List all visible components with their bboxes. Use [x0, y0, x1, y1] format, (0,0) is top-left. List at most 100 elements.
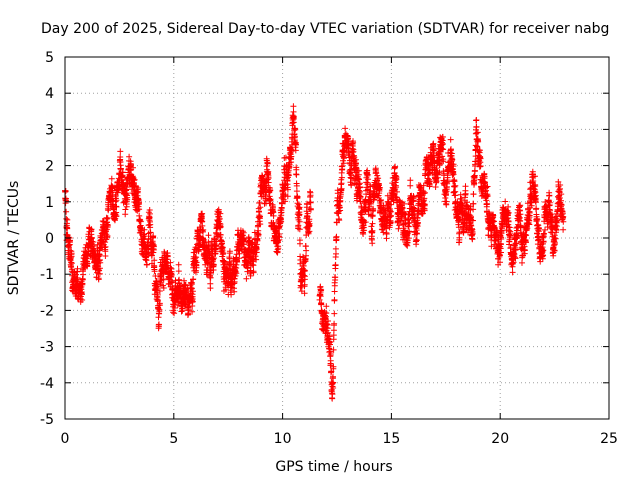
data-point	[353, 164, 360, 171]
data-point	[119, 169, 126, 176]
data-point	[259, 174, 266, 180]
data-point	[296, 226, 303, 233]
data-point	[302, 267, 308, 274]
data-point	[285, 172, 292, 179]
data-point	[109, 185, 116, 192]
data-point	[143, 261, 150, 268]
data-point	[333, 233, 340, 240]
data-point	[151, 257, 158, 264]
data-point	[217, 210, 224, 217]
data-point	[288, 153, 295, 160]
x-tick-label: 15	[382, 431, 400, 447]
data-point	[368, 223, 375, 230]
data-point	[407, 182, 414, 189]
data-point	[362, 219, 369, 226]
data-point	[102, 243, 109, 250]
data-point	[117, 165, 124, 172]
data-point	[301, 290, 308, 297]
data-point	[333, 250, 339, 257]
data-point	[68, 259, 75, 266]
data-point	[137, 218, 144, 225]
data-point	[288, 148, 295, 155]
data-point	[190, 276, 197, 283]
data-point	[135, 185, 141, 191]
data-point	[145, 250, 152, 257]
data-point	[462, 190, 469, 197]
data-point	[336, 217, 343, 224]
data-point	[97, 265, 103, 272]
data-point	[327, 341, 333, 348]
data-point	[295, 222, 302, 229]
y-tick-label: -5	[40, 412, 54, 428]
data-point	[276, 234, 283, 241]
data-point	[304, 210, 311, 217]
data-point	[339, 163, 346, 169]
data-point	[150, 243, 157, 250]
data-point	[306, 220, 313, 227]
data-point	[79, 276, 86, 283]
data-point	[357, 184, 364, 190]
data-point	[331, 320, 338, 327]
data-point	[175, 261, 182, 268]
data-point	[241, 241, 247, 248]
data-point	[73, 271, 80, 278]
data-point	[233, 270, 240, 277]
data-point	[156, 300, 163, 307]
data-point	[331, 310, 338, 317]
data-point	[451, 178, 458, 185]
data-point	[368, 200, 374, 207]
data-point	[137, 217, 144, 224]
data-point	[348, 182, 355, 189]
data-point	[63, 197, 69, 204]
y-tick-label: 0	[45, 231, 54, 247]
data-point	[318, 286, 325, 293]
data-point	[323, 321, 330, 328]
data-point	[473, 130, 480, 136]
data-point	[131, 176, 138, 183]
data-point	[356, 181, 363, 188]
data-point	[249, 240, 256, 247]
data-point	[171, 305, 178, 311]
data-point	[270, 212, 277, 219]
data-point	[369, 240, 376, 247]
data-point	[185, 307, 192, 314]
x-tick-label: 10	[274, 431, 292, 447]
data-point	[284, 186, 291, 193]
data-point	[147, 221, 154, 228]
data-point	[88, 226, 95, 233]
data-point	[338, 185, 345, 192]
data-point	[232, 268, 239, 275]
data-point	[123, 184, 130, 191]
data-point	[296, 204, 303, 211]
data-point	[360, 227, 367, 234]
y-tick-label: 5	[45, 50, 54, 66]
data-point	[63, 215, 70, 222]
data-point	[154, 297, 161, 304]
data-point	[160, 276, 167, 283]
data-point	[337, 207, 344, 214]
chart-title: Day 200 of 2025, Sidereal Day-to-day VTE…	[41, 21, 609, 37]
y-tick-label: 1	[45, 195, 54, 211]
data-point	[219, 244, 226, 251]
x-tick-label: 0	[61, 431, 70, 447]
data-point	[369, 227, 376, 234]
data-point	[193, 259, 200, 266]
data-point	[303, 247, 310, 254]
data-point	[293, 182, 300, 189]
x-tick-labels: 0 5 10 15 20 25	[61, 431, 618, 447]
data-points	[62, 103, 567, 402]
data-point	[330, 346, 337, 353]
data-point	[210, 256, 217, 263]
y-tick-label: 4	[45, 86, 54, 102]
data-point	[117, 148, 124, 155]
data-point	[350, 139, 357, 146]
data-point	[175, 268, 182, 275]
data-point	[104, 232, 111, 239]
data-point	[151, 268, 158, 275]
data-point	[330, 327, 337, 334]
data-point	[150, 233, 157, 239]
data-point	[253, 256, 260, 263]
data-point	[369, 220, 376, 227]
y-tick-label: -4	[40, 376, 54, 392]
